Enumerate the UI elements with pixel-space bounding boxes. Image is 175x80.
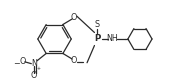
Text: −: −	[13, 59, 20, 68]
Text: NH: NH	[106, 34, 118, 44]
Text: N: N	[31, 59, 37, 68]
Text: O: O	[20, 57, 26, 66]
Text: O: O	[71, 13, 77, 22]
Text: O: O	[71, 56, 77, 65]
Text: P: P	[94, 34, 100, 44]
Text: O: O	[31, 71, 37, 80]
Text: +: +	[36, 66, 40, 71]
Text: S: S	[95, 20, 100, 29]
